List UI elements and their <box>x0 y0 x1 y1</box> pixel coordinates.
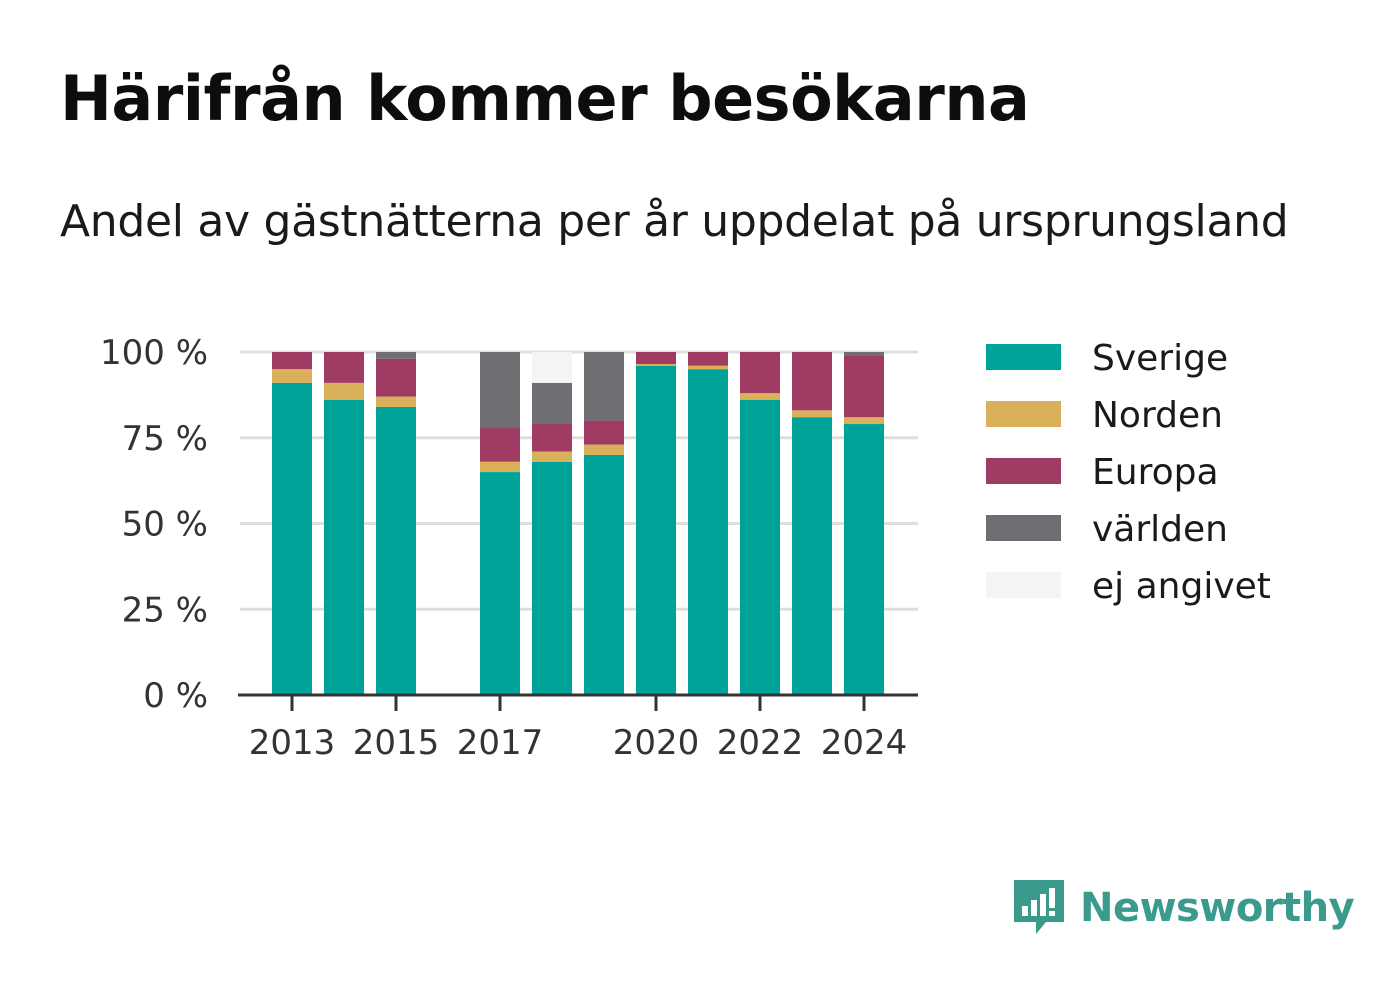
bar-segment <box>272 369 312 383</box>
bar-segment <box>376 358 416 397</box>
bar-segment <box>324 400 364 695</box>
legend-label: Norden <box>1092 395 1223 436</box>
bar-segment <box>844 424 884 695</box>
axes: 0 % 25 % 50 % 75 % 100 % 2013 2015 2017 2020 2022… <box>100 333 918 763</box>
bar-segment <box>272 382 312 695</box>
bar-segment <box>532 424 572 452</box>
brand-name: Newsworthy <box>1080 885 1355 931</box>
legend-swatch <box>986 401 1061 427</box>
bar-segment <box>844 355 884 418</box>
bar-segment <box>324 352 364 383</box>
chart-title: Härifrån kommer besökarna <box>60 62 1030 135</box>
bar-segment <box>480 427 520 462</box>
bar-segment <box>740 393 780 401</box>
legend-swatch <box>986 572 1061 598</box>
bar-segment <box>688 365 728 370</box>
bar-segment <box>792 417 832 695</box>
bar-segment <box>480 472 520 695</box>
x-tick-label: 2024 <box>821 723 908 763</box>
legend-label: Sverige <box>1092 338 1228 379</box>
x-tick-label: 2013 <box>249 723 336 763</box>
x-tick-label: 2022 <box>717 723 804 763</box>
bar-segment <box>792 352 832 411</box>
x-tick-label: 2017 <box>457 723 544 763</box>
x-tick-label: 2015 <box>353 723 440 763</box>
bar-segment <box>376 352 416 359</box>
bar-segment <box>376 396 416 407</box>
legend-label: världen <box>1092 509 1228 550</box>
bar-segment <box>272 352 312 370</box>
y-tick-label: 50 % <box>122 505 208 545</box>
newsworthy-brand: Newsworthy <box>1010 876 1355 940</box>
bar-segment <box>844 417 884 425</box>
x-tick-label: 2020 <box>613 723 700 763</box>
bar-segment <box>688 352 728 366</box>
legend-label: Europa <box>1092 452 1219 493</box>
bar-segment <box>480 461 520 473</box>
bar-segment <box>844 352 884 356</box>
bar-segment <box>584 352 624 421</box>
bar-segment <box>636 352 676 365</box>
bar-segment <box>636 364 676 366</box>
y-tick-label: 100 % <box>100 333 208 373</box>
bars <box>272 352 884 695</box>
bar-segment <box>584 454 624 695</box>
bar-segment <box>584 420 624 445</box>
legend-swatch <box>986 344 1061 370</box>
bar-segment <box>480 352 520 428</box>
bar-segment <box>584 444 624 455</box>
bar-segment <box>688 369 728 695</box>
bar-segment <box>740 400 780 695</box>
newsworthy-logo-icon <box>1014 880 1064 934</box>
bar-segment <box>324 382 364 401</box>
legend-swatch <box>986 515 1061 541</box>
y-tick-label: 75 % <box>122 419 208 459</box>
bar-segment <box>740 352 780 394</box>
bar-segment <box>376 406 416 695</box>
y-tick-label: 25 % <box>122 590 208 630</box>
legend-label: ej angivet <box>1092 566 1271 607</box>
legend-swatch <box>986 458 1061 484</box>
y-tick-label: 0 % <box>143 676 208 716</box>
chart-subtitle: Andel av gästnätterna per år uppdelat på… <box>60 196 1289 247</box>
bar-segment <box>636 365 676 695</box>
bar-segment <box>532 451 572 462</box>
bar-segment <box>792 410 832 418</box>
legend: Sverige Norden Europa världen ej angivet <box>986 338 1271 607</box>
bar-segment <box>532 461 572 695</box>
bar-segment <box>532 352 572 383</box>
bar-segment <box>532 382 572 425</box>
